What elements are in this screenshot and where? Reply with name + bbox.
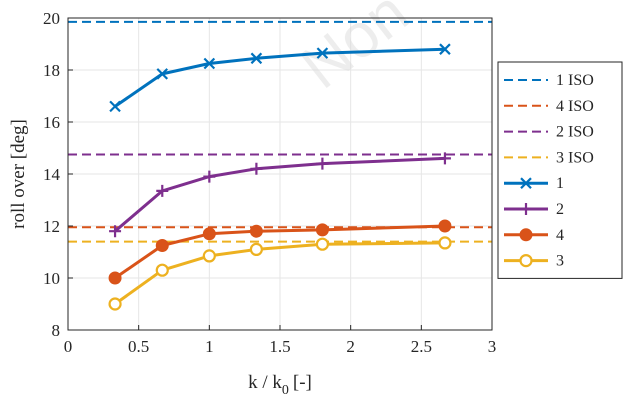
legend-label: 2 ISO	[556, 124, 594, 141]
y-tick-label: 18	[43, 61, 60, 80]
x-axis-label-unit: [-]	[293, 372, 312, 393]
grid	[68, 18, 492, 330]
y-tick-label: 20	[43, 9, 60, 28]
y-axis-label: roll over [deg]	[8, 119, 29, 229]
y-tick-label: 8	[52, 321, 61, 340]
x-tick-label: 0	[64, 337, 73, 356]
legend-label: 3 ISO	[556, 149, 594, 166]
x-axis-label: k / k0 [-]	[248, 372, 312, 398]
data-point	[157, 265, 168, 276]
x-tick-label: 1.5	[269, 337, 290, 356]
data-point	[439, 220, 451, 232]
y-tick-label: 10	[43, 269, 60, 288]
data-point	[439, 237, 450, 248]
data-point	[521, 255, 532, 266]
data-point	[316, 158, 328, 170]
data-point	[250, 163, 262, 175]
legend-box	[498, 62, 622, 278]
data-point	[110, 101, 120, 111]
y-tick-label: 14	[43, 165, 61, 184]
legend-label: 4	[556, 227, 564, 244]
legend-label: 2	[556, 201, 564, 218]
data-point	[156, 240, 168, 252]
data-point	[203, 171, 215, 183]
x-tick-label: 1	[205, 337, 214, 356]
data-point	[317, 239, 328, 250]
legend-label: 1 ISO	[556, 72, 594, 89]
x-tick-label: 2.5	[411, 337, 432, 356]
legend-label: 1	[556, 175, 564, 192]
data-point	[251, 244, 262, 255]
x-axis-label-subscript: 0	[282, 383, 289, 398]
data-point	[520, 229, 532, 241]
legend-label: 3	[556, 253, 564, 270]
y-tick-label: 12	[43, 217, 60, 236]
x-tick-label: 2	[346, 337, 355, 356]
x-tick-label: 3	[488, 337, 497, 356]
data-point	[203, 228, 215, 240]
x-tick-label: 0.5	[128, 337, 149, 356]
data-point	[109, 272, 121, 284]
data-point	[316, 224, 328, 236]
y-tick-label: 16	[43, 113, 60, 132]
legend: 1 ISO 4 ISO 2 ISO 3 ISO 1 2 4 3	[498, 62, 622, 278]
x-axis-label-main: k / k	[248, 372, 282, 393]
data-point	[250, 225, 262, 237]
data-point	[204, 250, 215, 261]
data-point	[110, 299, 121, 310]
legend-label: 4 ISO	[556, 98, 594, 115]
